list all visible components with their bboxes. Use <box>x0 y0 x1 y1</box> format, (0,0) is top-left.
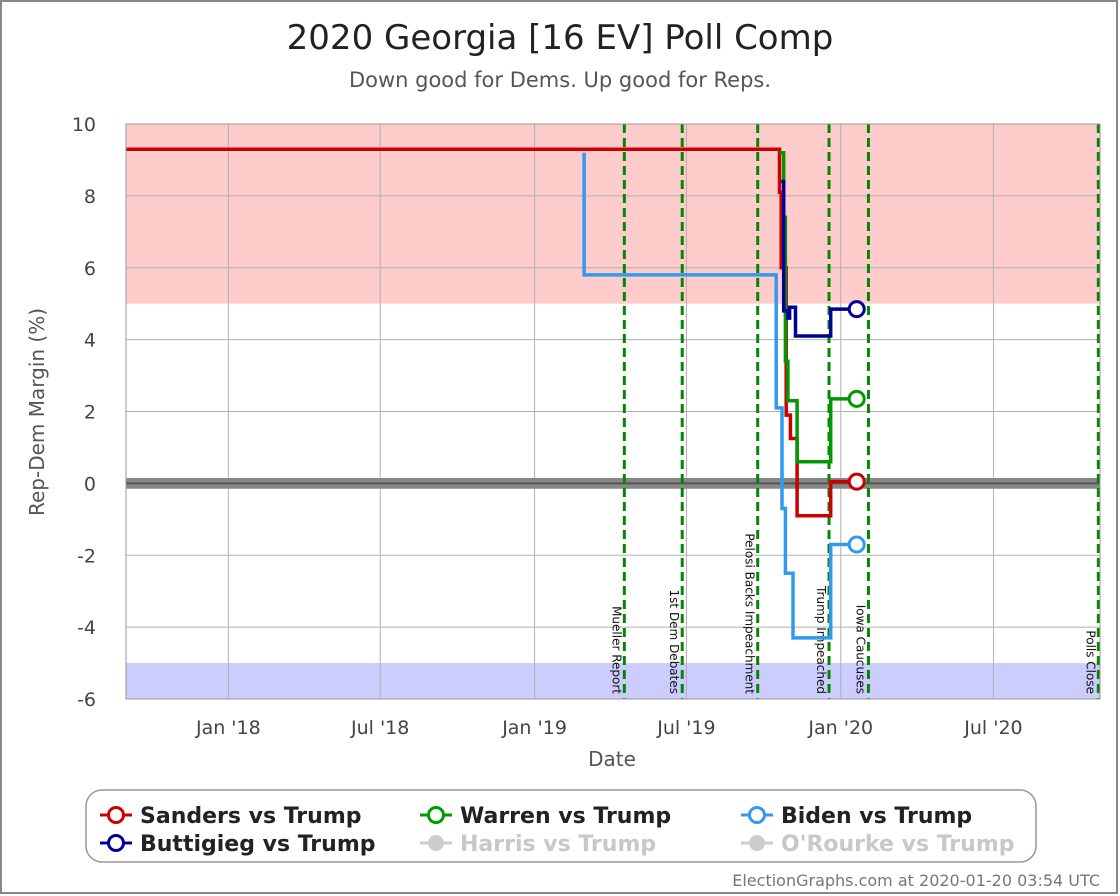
event-markers: Mueller Report 1st Dem Debates Pelosi Back… <box>609 124 1100 699</box>
series-endpoint-3 <box>847 300 866 319</box>
event-label-2: Pelosi Backs Impeachment <box>743 533 757 694</box>
legend-label-1: Warren vs Trump <box>460 804 671 829</box>
y-tick-label-5: 0 <box>84 473 96 495</box>
plot-border <box>125 123 1101 700</box>
y-tick-label-8: -6 <box>77 689 96 711</box>
event-label-0: Mueller Report <box>609 606 623 694</box>
y-tick-label-1: 8 <box>84 186 96 208</box>
credit-text: ElectionGraphs.com at 2020-01-20 03:54 U… <box>732 871 1100 890</box>
legend-swatch-marker-5 <box>749 835 765 851</box>
legend-swatch-marker-3 <box>107 834 125 852</box>
legend-label-4: Harris vs Trump <box>460 832 656 857</box>
y-tick-label-4: 2 <box>84 402 96 424</box>
x-tick-label-5: Jul '20 <box>963 717 1022 739</box>
x-tick-label-3: Jul '19 <box>656 717 715 739</box>
event-label-4: Iowa Caucuses <box>853 605 867 694</box>
series-line-3 <box>781 179 857 338</box>
chart-subtitle: Down good for Dems. Up good for Reps. <box>349 68 771 92</box>
legend-swatch-marker-2 <box>748 806 766 824</box>
plot-background <box>126 124 1100 699</box>
series-line-0 <box>126 147 857 518</box>
y-tick-label-0: 10 <box>72 114 96 136</box>
event-label-5: Polls Close <box>1083 630 1097 694</box>
y-tick-label-7: -4 <box>77 617 96 639</box>
legend-swatch-marker-4 <box>428 835 444 851</box>
legend-box <box>85 789 1037 863</box>
legend-label-2: Biden vs Trump <box>781 804 972 829</box>
x-axis-label: Date <box>588 747 636 771</box>
shaded-band-0 <box>126 124 1100 304</box>
legend-swatch-marker-1 <box>427 806 445 824</box>
x-tick-label-1: Jul '18 <box>350 717 409 739</box>
y-tick-label-6: -2 <box>77 545 96 567</box>
series-line-2 <box>582 152 857 640</box>
x-tick-label-4: Jan '20 <box>807 717 873 739</box>
series-endpoint-2 <box>847 535 866 554</box>
legend-label-3: Buttigieg vs Trump <box>140 832 376 857</box>
chart-title: 2020 Georgia [16 EV] Poll Comp <box>287 18 834 58</box>
legend-label-5: O'Rourke vs Trump <box>781 832 1015 857</box>
y-tick-label-3: 4 <box>84 330 96 352</box>
series-lines <box>126 147 866 640</box>
series-endpoint-1 <box>847 389 866 408</box>
legend-swatch-marker-0 <box>107 806 125 824</box>
legend-label-0: Sanders vs Trump <box>140 804 362 829</box>
shaded-band-1 <box>126 663 1100 699</box>
axes: 10 8 6 4 2 0 -2 -4 -6 Jan '18 Jul '18 Jan '19 Jul '1… <box>72 114 1101 739</box>
legend: Sanders vs Trump Warren vs Trump Biden vs … <box>85 789 1037 863</box>
y-tick-label-2: 6 <box>84 258 96 280</box>
series-endpoint-0 <box>847 472 866 491</box>
y-axis-label: Rep-Dem Margin (%) <box>25 308 49 516</box>
x-tick-label-2: Jan '19 <box>501 717 567 739</box>
event-label-1: 1st Dem Debates <box>667 590 681 694</box>
x-tick-label-0: Jan '18 <box>195 717 261 739</box>
